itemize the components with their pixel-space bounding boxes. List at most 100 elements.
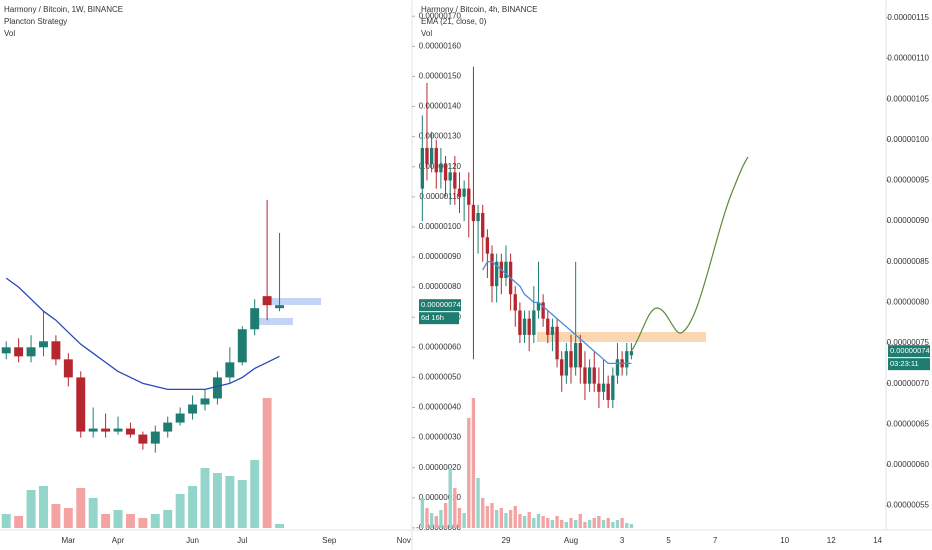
volume-bar: [527, 512, 531, 528]
volume-bar: [620, 518, 624, 528]
price-tag-label: 0.00000074: [890, 346, 930, 355]
candle-body: [490, 253, 494, 287]
y-tick-label: 0.00000050: [419, 373, 462, 382]
candle-body: [467, 188, 471, 205]
candle-body: [573, 343, 578, 368]
volume-bar: [629, 524, 634, 528]
volume-bar: [225, 476, 235, 528]
ema-line: [5, 277, 280, 391]
volume-bar: [467, 418, 471, 528]
candle-body: [225, 362, 235, 378]
volume-bar: [150, 514, 160, 528]
volume-bar: [1, 514, 11, 528]
x-tick-label: Apr: [112, 536, 125, 545]
x-tick-label: 14: [873, 536, 882, 545]
candle-body: [629, 351, 634, 356]
y-tick-label: 0.00000070: [887, 379, 930, 388]
volume-bar: [592, 518, 596, 528]
volume-bar: [504, 513, 508, 528]
candle-body: [39, 341, 48, 348]
volume-bar: [434, 516, 438, 528]
candle-body: [250, 308, 260, 330]
candle-body: [163, 422, 173, 432]
volume-bar: [606, 518, 610, 528]
zone: [537, 332, 706, 342]
candle-body: [481, 212, 485, 238]
y-tick-label: 0.00000100: [887, 135, 930, 144]
candle-body: [14, 347, 24, 357]
candle-body: [420, 147, 424, 189]
candle-body: [212, 377, 222, 399]
price-tag-label: 0.00000074: [421, 300, 461, 309]
y-tick-label: 0.00000130: [419, 132, 462, 141]
x-tick-label: Nov: [397, 536, 411, 545]
volume-bar: [550, 520, 555, 528]
volume-bar: [583, 522, 587, 528]
volume-bar: [420, 498, 424, 528]
zone: [267, 298, 321, 305]
volume-bar: [587, 520, 592, 528]
volume-bar: [555, 516, 559, 528]
x-tick-label: Jul: [237, 536, 247, 545]
volume-bar: [26, 490, 36, 528]
volume-bar: [513, 506, 517, 528]
y-tick-label: 0.00000095: [887, 176, 930, 185]
candle-body: [150, 431, 160, 444]
volume-bar: [76, 488, 86, 528]
candle-body: [606, 383, 610, 400]
candle-body: [615, 359, 620, 376]
y-tick-label: 0.00000150: [419, 72, 462, 81]
volume-bar: [499, 508, 503, 528]
candle-body: [63, 359, 73, 378]
volume-bar: [611, 522, 615, 528]
countdown-tag: [888, 358, 930, 371]
volume-bar: [175, 494, 185, 528]
legend-entry: EMA (21, close, 0): [421, 17, 487, 26]
volume-bar: [250, 460, 260, 528]
candle-body: [138, 434, 148, 444]
volume-bar: [237, 480, 247, 528]
legend-entry: Plancton Strategy: [4, 17, 67, 26]
y-tick-label: 0.00000055: [887, 501, 930, 510]
candle-body: [546, 318, 550, 335]
candle-body: [434, 147, 438, 173]
candle-body: [494, 261, 499, 287]
volume-bar: [262, 398, 272, 528]
candle-body: [443, 164, 448, 181]
legend-entry: Vol: [421, 29, 432, 38]
candle-body: [51, 341, 61, 360]
y-tick-label: 0.00000105: [887, 94, 930, 103]
candle-body: [550, 326, 555, 335]
y-tick-label: 0.00000170: [419, 11, 462, 20]
candle-body: [522, 318, 527, 335]
candle-body: [578, 343, 582, 368]
legend-entry: Vol: [4, 29, 15, 38]
y-tick-label: 0.00000080: [887, 298, 930, 307]
x-tick-label: Aug: [564, 536, 578, 545]
candle-body: [504, 261, 508, 279]
volume-bar: [522, 516, 527, 528]
volume-bar: [101, 514, 111, 528]
volume-bar: [546, 518, 550, 528]
volume-bar: [429, 513, 434, 528]
candle-body: [429, 147, 434, 165]
volume-bar: [541, 516, 545, 528]
x-tick-label: 7: [713, 536, 718, 545]
y-tick-label: 0.00000080: [419, 282, 462, 291]
volume-bar: [536, 514, 541, 528]
y-tick-label: 0.00000140: [419, 102, 462, 111]
y-tick-label: 0.00000090: [419, 252, 462, 261]
candle-body: [113, 428, 123, 432]
candle-body: [611, 375, 615, 400]
candle-body: [237, 329, 247, 363]
projection-path: [631, 156, 749, 351]
y-tick-label: 0.00000060: [887, 460, 930, 469]
candle-body: [262, 296, 272, 306]
y-tick-label: 0.00000020: [419, 463, 462, 472]
volume-bar: [125, 514, 135, 528]
volume-bar: [443, 503, 448, 528]
candle-body: [560, 359, 564, 376]
volume-bar: [200, 468, 210, 528]
